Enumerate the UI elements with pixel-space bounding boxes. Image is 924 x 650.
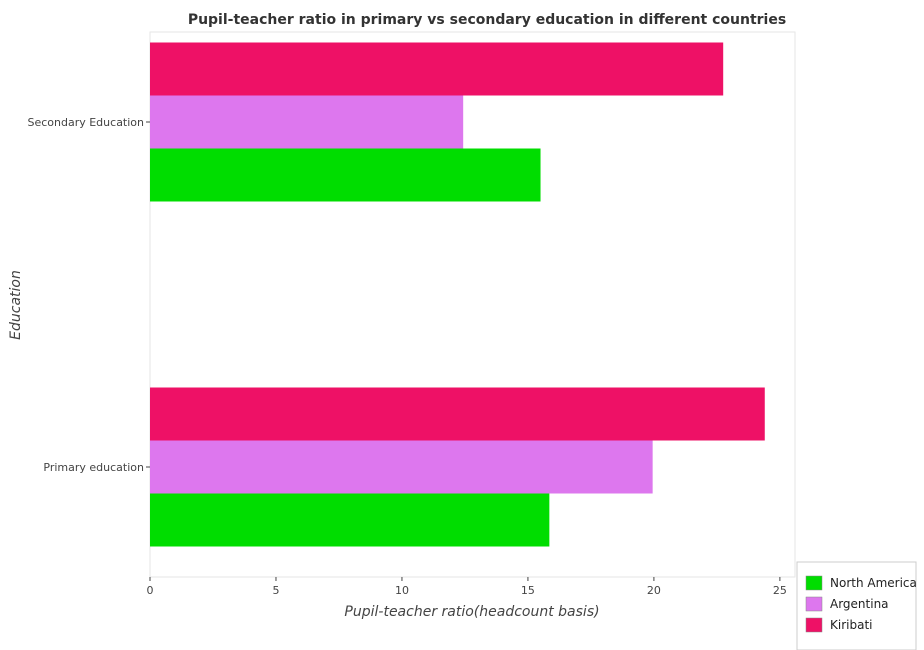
bar-argentina-1 [150,95,464,149]
chart-title: Pupil-teacher ratio in primary vs second… [188,12,786,28]
x-tick-label: 20 [647,584,661,597]
x-tick-label: 15 [521,584,535,597]
legend-swatch-kiribati [805,617,823,633]
bar-kiribati-1 [150,42,724,96]
legend-label-north-america: North America [830,576,917,590]
x-tick-label: 10 [395,584,409,597]
legend-label-kiribati: Kiribati [830,618,872,632]
bar-north-america-1 [150,148,541,202]
legend-swatch-north-america [805,575,823,591]
bar-north-america-0 [150,493,550,547]
y-axis-title: Education [8,270,24,340]
legend-swatch-argentina [805,596,823,612]
legend-label-argentina: Argentina [830,597,889,611]
bars-group [150,42,765,547]
bar-argentina-0 [150,440,653,494]
y-tick-label: Secondary Education [27,116,144,129]
x-ticks: 0 5 10 15 20 25 [147,577,787,597]
x-axis-title: Pupil-teacher ratio(headcount basis) [344,604,599,620]
legend: North America Argentina Kiribati [796,561,917,650]
x-tick-label: 25 [773,584,787,597]
x-tick-label: 0 [147,584,154,597]
bar-kiribati-0 [150,387,765,441]
y-tick-label: Primary education [43,461,144,474]
x-tick-label: 5 [272,584,279,597]
y-tick-labels: Primary education Secondary Education [27,116,150,474]
